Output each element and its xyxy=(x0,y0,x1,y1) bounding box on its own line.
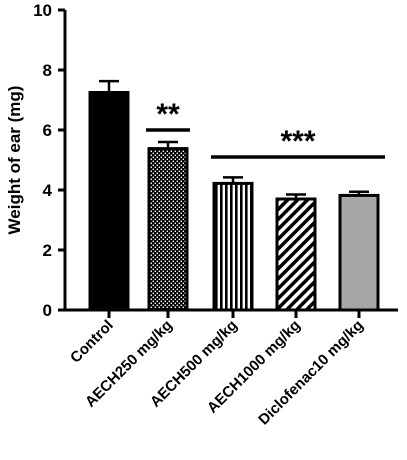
y-tick-label: 10 xyxy=(33,1,52,20)
bar xyxy=(338,193,380,312)
bar xyxy=(275,197,317,312)
y-axis-title: Weight of ear (mg) xyxy=(5,86,24,235)
y-tick-label: 8 xyxy=(43,61,52,80)
y-tick-label: 4 xyxy=(43,181,53,200)
x-tick-label: Control xyxy=(67,317,117,367)
significance-label: ** xyxy=(156,98,180,131)
bar xyxy=(147,147,189,312)
y-tick-label: 0 xyxy=(43,301,52,320)
bar xyxy=(88,91,130,312)
significance-label: *** xyxy=(280,125,315,158)
x-tick-label: Diclofenac10 mg/kg xyxy=(255,317,367,429)
y-tick-label: 2 xyxy=(43,241,52,260)
bar xyxy=(212,181,254,312)
y-tick-label: 6 xyxy=(43,121,52,140)
